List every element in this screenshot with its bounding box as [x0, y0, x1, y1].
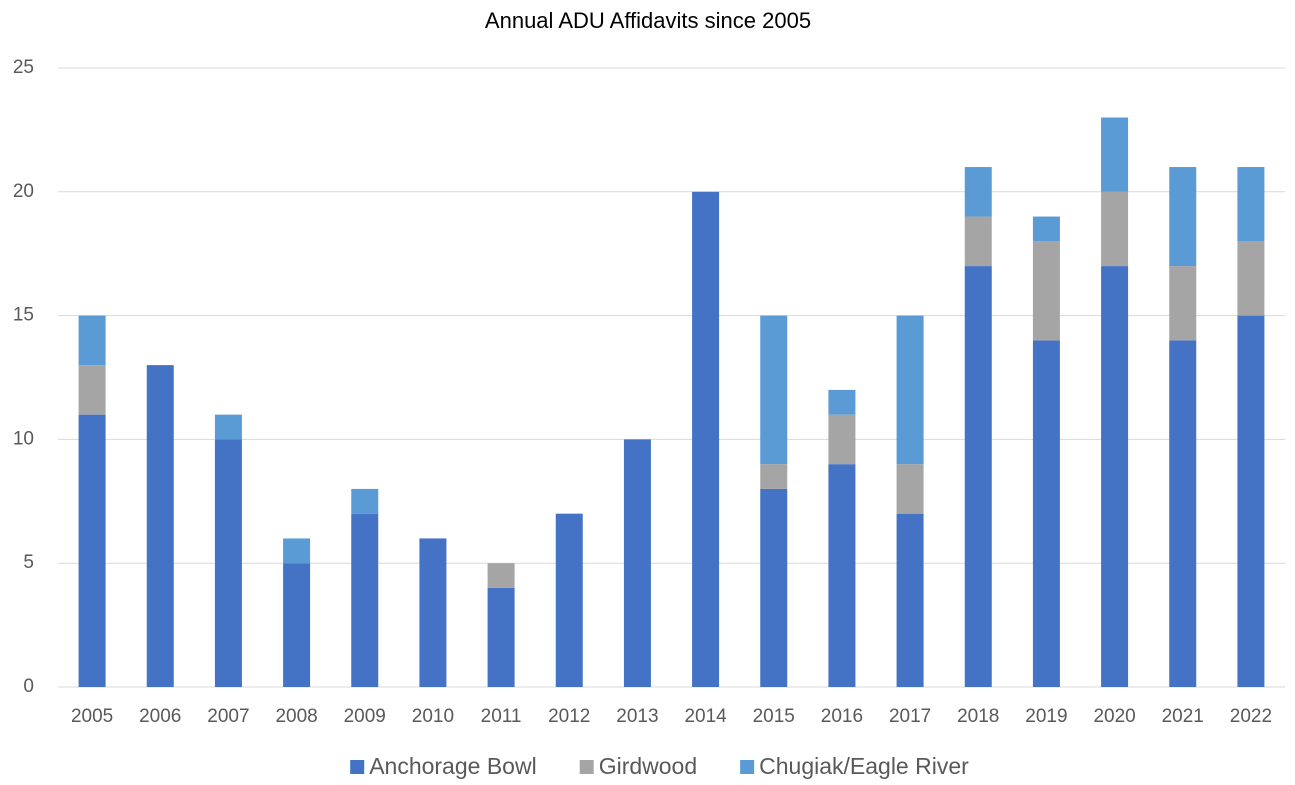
y-tick-label: 5	[23, 552, 34, 573]
y-tick-label: 10	[13, 428, 34, 449]
bar-segment	[623, 439, 651, 687]
legend-swatch	[579, 760, 594, 774]
legend-label: Girdwood	[599, 753, 697, 779]
bar-segment	[555, 513, 583, 687]
bar-segment	[487, 563, 515, 588]
bar-segment	[351, 513, 379, 687]
x-tick-label: 2015	[753, 706, 795, 727]
bar-segment	[828, 464, 856, 687]
bar-segment	[1237, 167, 1265, 242]
bar-segment	[78, 365, 106, 415]
bar-segment	[283, 538, 311, 564]
x-tick-label: 2013	[616, 706, 658, 727]
bar-segment	[760, 488, 788, 687]
bar-segment	[964, 266, 992, 687]
chart-title: Annual ADU Affidavits since 2005	[485, 8, 811, 33]
bar-segment	[283, 563, 311, 687]
y-tick-label: 20	[13, 181, 34, 202]
bar-segment	[1169, 167, 1197, 267]
bar-segment	[896, 464, 924, 514]
x-tick-label: 2010	[412, 706, 454, 727]
bar-segment	[78, 414, 106, 687]
bar-segment	[214, 439, 242, 687]
x-tick-label: 2011	[481, 706, 522, 727]
legend-swatch	[740, 760, 755, 774]
x-tick-label: 2020	[1093, 706, 1135, 727]
x-tick-label: 2005	[71, 706, 113, 727]
y-tick-label: 15	[13, 305, 34, 326]
bar-segment	[78, 315, 106, 366]
x-tick-label: 2021	[1162, 706, 1204, 727]
bar-segment	[1101, 117, 1129, 192]
legend-label: Chugiak/Eagle River	[759, 753, 969, 779]
legend-label: Anchorage Bowl	[369, 753, 537, 779]
x-tick-label: 2019	[1025, 706, 1067, 727]
bar-segment	[487, 587, 515, 687]
bar-segment	[760, 315, 788, 465]
legend-swatch	[350, 760, 365, 774]
x-tick-label: 2012	[548, 706, 590, 727]
bar-segment	[828, 389, 856, 415]
bar-segment	[1032, 340, 1060, 687]
x-tick-label: 2017	[889, 706, 931, 727]
bar-segment	[1101, 191, 1129, 267]
x-tick-label: 2014	[684, 706, 727, 727]
y-tick-label: 25	[13, 57, 34, 78]
x-tick-label: 2006	[139, 706, 181, 727]
x-tick-label: 2022	[1230, 706, 1272, 727]
bar-segment	[964, 216, 992, 267]
x-tick-label: 2008	[275, 706, 317, 727]
bar-segment	[1032, 216, 1060, 242]
bar-segment	[351, 488, 379, 514]
bar-segment	[1101, 266, 1129, 687]
bar-segment	[1237, 241, 1265, 316]
x-tick-label: 2018	[957, 706, 999, 727]
x-tick-label: 2016	[821, 706, 863, 727]
bar-segment	[760, 464, 788, 489]
bar-segment	[1032, 241, 1060, 341]
y-tick-label: 0	[23, 676, 34, 697]
bar-segment	[146, 365, 174, 687]
bar-segment	[1169, 266, 1197, 341]
bar-segment	[896, 513, 924, 687]
bar-segment	[896, 315, 924, 465]
bar-segment	[964, 167, 992, 217]
bar-segment	[214, 414, 242, 440]
x-tick-label: 2009	[344, 706, 386, 727]
bar-segment	[1237, 315, 1265, 687]
bar-segment	[692, 191, 720, 688]
bar-segment	[828, 414, 856, 465]
bar-segment	[1169, 340, 1197, 687]
x-tick-label: 2007	[207, 706, 249, 727]
bar-segment	[419, 538, 447, 687]
